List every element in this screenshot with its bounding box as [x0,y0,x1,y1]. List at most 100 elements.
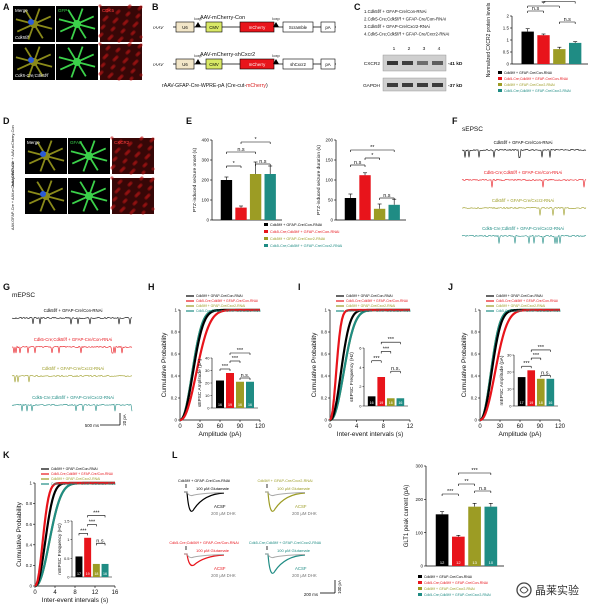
x-tick-label: 16 [112,590,119,596]
inset-y-tick-label: 10 [507,387,512,392]
cdf-chart-K: 0 0.2 0.4 0.6 0.8 1 0 4 8 12 16 0 0.5 1 1.5 17 19 18 16 ***… [26,467,119,596]
micro-speckle [151,167,155,171]
sig-label: n.s [532,6,540,12]
lane-number: 3 [423,46,426,52]
x-tick-label: 12 [92,590,99,596]
legend-entry: Cdk5-Cre;Cdk5f/f + GFAP-Cre/Con-RNAi [270,230,339,234]
mepsc-trace [11,403,133,412]
glutamate-label: 100 μM Glutamate [196,548,230,553]
panel-title: mEPSC [12,292,35,299]
sig-label: *** [471,468,478,474]
inset-y-tick-label: 20 [507,370,512,375]
watermark: 晶莱实验 [515,580,595,600]
sig-label: n.s [259,159,267,165]
y-tick-label: 100 [201,198,209,203]
group-line: 1.Cdk5f/f + GFAP-Cre/Con-RNAi [364,9,426,14]
sig-label: *** [93,510,100,516]
bar [359,175,371,220]
mw-label: -37 kD [448,83,463,89]
loxp-label: loxp [272,53,280,58]
n-label: 16 [103,572,107,576]
construct-box-label: Scramble [289,25,308,30]
legend-swatch [418,593,422,596]
panel-title: sEPSC [462,126,483,133]
channel-label: Merge [27,140,40,145]
trace-label: Cdk5-Cre;Cdk5f/f + GFAP-Cre/Con-RNAi [34,337,112,342]
inset-y-axis-label: sEPSC Frequency (Hz) [349,352,355,402]
y-tick-label: 300 [415,464,423,469]
legend-entry: Cdk5f/f + GFAP-Cre/Cxcr2-RNAi [504,83,555,87]
micro-speckle [147,187,151,191]
channel-label: GFP [58,8,67,13]
construct-box [320,21,336,33]
x-tick-label: 60 [217,424,224,430]
inset-bar [236,381,244,408]
acsf-trace [265,491,306,512]
micro-speckle [124,152,128,156]
micro-tint [112,138,154,174]
acsf-label: ACSF [214,504,226,509]
bar [388,204,400,220]
micro-speckle [132,202,136,206]
dhk-label: 200 μM DHK [211,573,236,578]
micro-speckle [147,147,151,151]
legend-entry: Cdk5-Cre;Cdk5f/f + GFAP-Cre/Con-RNAi [496,299,558,303]
y-tick-label: 0.6 [321,352,328,357]
micro-speckle [124,192,128,196]
row-label: AAV-GFAP-Cre + AAV-mCherry-shCxcr2 [11,162,15,230]
scale-label: 100 pA [337,580,342,594]
y-axis-label: Normalized CXCR2 protein levels [486,2,492,77]
legend-entry: Cdk5f/f + GFAP-Cre/Cxcr2-RNAi [424,587,475,591]
legend-entry: Cdk5f/f + GFAP-Cre/Con-RNAi [270,223,322,227]
micro-speckle [127,183,131,187]
sig-label: n.s. [541,370,550,376]
dhk-trace [265,491,306,497]
y-tick-label: 0 [330,218,333,223]
bar-chart-E-onset: 0 100 200 300 400 * n.s * n.s [201,137,282,223]
legend-swatch [418,575,422,578]
bar [569,42,582,64]
micro-speckle [110,176,114,180]
n-label: 18 [94,572,98,576]
micro-speckle [127,143,131,147]
y-tick-label: 0.4 [26,542,33,547]
y-tick-label: 50 [328,198,334,203]
mepsc-trace [11,316,133,325]
group-line: 2.Cdk5-Cre;Cdk5f/f + GFAP-Cre/Con-RNAi [364,17,446,22]
channel-label: CXCR2 [114,140,130,145]
panel-letter: F [452,116,458,126]
inset-y-tick-label: 1.5 [64,519,70,524]
micro-speckle [139,137,143,141]
legend-swatch [498,71,502,74]
watermark-text: 晶莱实验 [535,583,579,597]
trace-label: Cdk5-Cre;Cdk5f/f + GFAP-Cre/Cxcr2-RNAi [482,226,564,231]
micro-speckle [141,211,145,215]
legend-swatch [264,223,268,226]
astrocyte-soma [85,192,93,200]
bar [435,514,449,566]
channel-label: CDK5 [102,8,115,13]
glutamate-label: 100 μM Glutamate [196,486,230,491]
dhk-trace [184,553,225,559]
inset-y-tick-label: 6 [359,346,362,351]
y-tick-label: 0.4 [321,374,328,379]
construct-box [175,21,195,33]
construct-box-label: U6 [182,62,188,67]
x-tick-label: 30 [197,424,204,430]
y-tick-label: 0 [506,62,509,67]
blot-band [432,61,443,65]
cdf-curve [329,308,410,421]
cre-line-suffix: ) [266,83,268,89]
sig-label: *** [237,348,244,354]
micro-speckle [105,47,109,51]
legend-swatch [418,581,422,584]
n-label: 16 [389,401,393,405]
micro-speckle [130,32,134,36]
x-tick-label: 90 [237,424,244,430]
micro-D-1-1 [68,178,110,214]
sig-label: * [255,137,258,143]
acsf-label: ACSF [295,566,307,571]
blot-gapdh [382,77,447,92]
construct-box-label: CMV [209,25,219,30]
